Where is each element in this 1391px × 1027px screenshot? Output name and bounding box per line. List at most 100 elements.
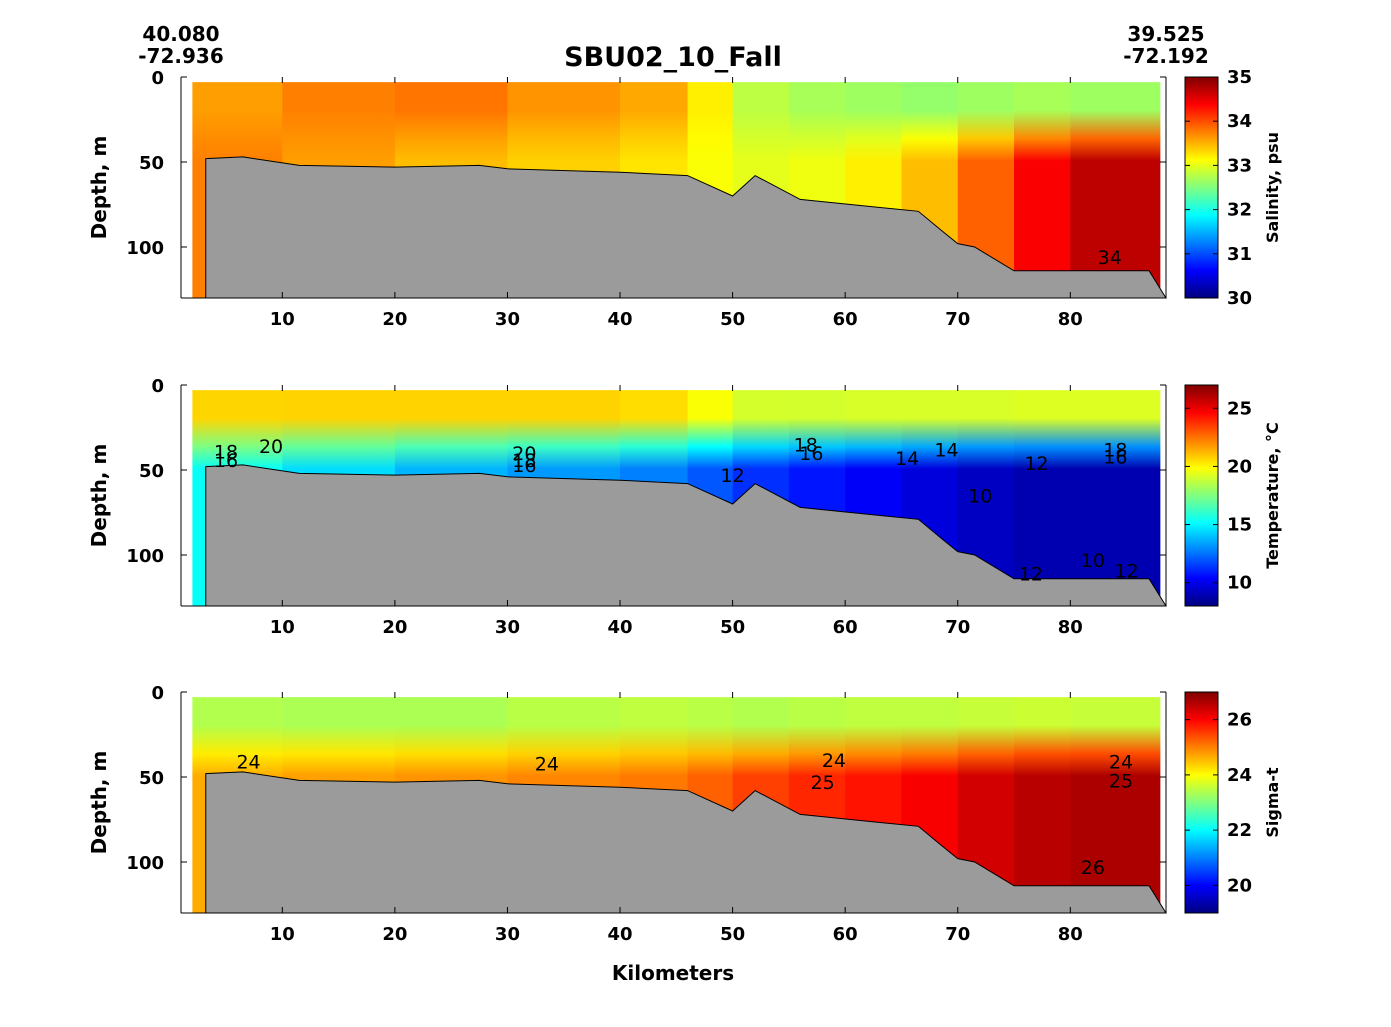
colorbar-tick-label: 20 (1227, 456, 1252, 477)
colorbar-tick-label: 25 (1227, 398, 1252, 419)
contour-label: 25 (811, 772, 835, 794)
colorbar (1184, 76, 1219, 299)
colorbar-tick-label: 35 (1227, 67, 1252, 88)
end-latitude: 39.525 (1127, 22, 1204, 46)
colorbar-tick-label: 32 (1227, 200, 1252, 221)
x-tick-label: 20 (382, 924, 407, 945)
field-column (1070, 697, 1161, 913)
y-tick-label: 50 (139, 153, 164, 174)
colorbar-tick-label: 22 (1227, 820, 1252, 841)
x-tick-label: 80 (1058, 617, 1083, 638)
x-tick-label: 30 (495, 309, 520, 330)
contour-label: 12 (721, 465, 745, 487)
contour-label: 14 (895, 448, 919, 470)
y-tick-label: 50 (139, 768, 164, 789)
contour-label: 12 (1115, 560, 1139, 582)
x-tick-label: 20 (382, 617, 407, 638)
x-tick-label: 70 (945, 924, 970, 945)
contour-label: 14 (934, 440, 958, 462)
colorbar-tick-label: 26 (1227, 710, 1252, 731)
colorbar-tick-label: 15 (1227, 515, 1252, 536)
contour-label: 20 (512, 443, 536, 465)
x-tick-label: 50 (720, 309, 745, 330)
y-tick-label: 0 (151, 376, 164, 397)
contour-label: 16 (1103, 446, 1127, 468)
colorbar-tick-label: 34 (1227, 111, 1252, 132)
x-tick-label: 50 (720, 924, 745, 945)
x-tick-label: 70 (945, 309, 970, 330)
x-tick-label: 30 (495, 617, 520, 638)
colorbar-label: Salinity, psu (1263, 132, 1282, 243)
contour-label: 25 (1109, 770, 1133, 792)
start-latitude: 40.080 (142, 22, 219, 46)
contour-label: 10 (1081, 550, 1105, 572)
contour-label: 18 (794, 435, 818, 457)
colorbar-tick-label: 31 (1227, 244, 1252, 265)
x-tick-label: 50 (720, 617, 745, 638)
colorbar-tick-label: 30 (1227, 288, 1252, 309)
seafloor-bathymetry (205, 771, 1167, 914)
contour-label: 16 (512, 455, 536, 477)
colorbar-tick-label: 10 (1227, 573, 1252, 594)
x-tick-label: 80 (1058, 924, 1083, 945)
end-longitude: -72.192 (1123, 44, 1208, 68)
y-tick-label: 100 (126, 853, 164, 874)
x-tick-label: 40 (607, 924, 632, 945)
field-column (1070, 390, 1161, 606)
colorbar-tick-label: 24 (1227, 765, 1252, 786)
colorbar-label: Temperature, °C (1263, 422, 1282, 568)
contour-label: 26 (1081, 857, 1105, 879)
y-tick-label: 100 (126, 546, 164, 567)
x-tick-label: 60 (833, 617, 858, 638)
y-axis-label: Depth, m (87, 444, 111, 548)
field-column (1014, 82, 1072, 298)
y-axis-label: Depth, m (87, 751, 111, 855)
x-tick-label: 20 (382, 309, 407, 330)
contour-label: 16 (214, 450, 238, 472)
x-tick-label: 40 (607, 309, 632, 330)
y-tick-label: 50 (139, 461, 164, 482)
y-tick-label: 0 (151, 68, 164, 89)
figure-title: SBU02_10_Fall (564, 42, 782, 73)
colorbar (1184, 384, 1219, 607)
field-column (1070, 82, 1161, 298)
contour-label: 16 (799, 443, 823, 465)
seafloor-bathymetry (205, 464, 1167, 607)
contour-label: 24 (236, 752, 260, 774)
y-tick-label: 100 (126, 238, 164, 259)
salinity-panel: 10 20 30 40 50 60 70 80 0 50 100 Depth, m 34 30 31 32 33… (87, 67, 1282, 330)
seafloor-bathymetry (205, 156, 1167, 299)
contour-label: 18 (214, 441, 238, 463)
x-tick-label: 10 (270, 617, 295, 638)
x-tick-label: 70 (945, 617, 970, 638)
x-tick-label: 30 (495, 924, 520, 945)
contour-label: 12 (1019, 564, 1043, 586)
contour-label: 12 (1024, 453, 1048, 475)
contour-label: 34 (1098, 247, 1122, 269)
x-axis-label: Kilometers (612, 961, 734, 985)
contour-label: 20 (259, 436, 283, 458)
field-column (1014, 697, 1072, 913)
contour-label: 24 (535, 753, 559, 775)
contour-label: 18 (1103, 440, 1127, 462)
x-tick-label: 10 (270, 924, 295, 945)
colorbar (1184, 691, 1219, 914)
field-column (1014, 390, 1072, 606)
x-tick-label: 60 (833, 309, 858, 330)
contour-label: 18 (512, 450, 536, 472)
contour-label: 10 (968, 486, 992, 508)
x-tick-label: 80 (1058, 309, 1083, 330)
y-axis-label: Depth, m (87, 136, 111, 240)
x-tick-label: 10 (270, 309, 295, 330)
colorbar-tick-label: 20 (1227, 875, 1252, 896)
colorbar-tick-label: 33 (1227, 155, 1252, 176)
start-longitude: -72.936 (138, 44, 223, 68)
y-tick-label: 0 (151, 683, 164, 704)
contour-label: 24 (1109, 752, 1133, 774)
x-tick-label: 60 (833, 924, 858, 945)
contour-label: 24 (822, 750, 846, 772)
x-tick-label: 40 (607, 617, 632, 638)
